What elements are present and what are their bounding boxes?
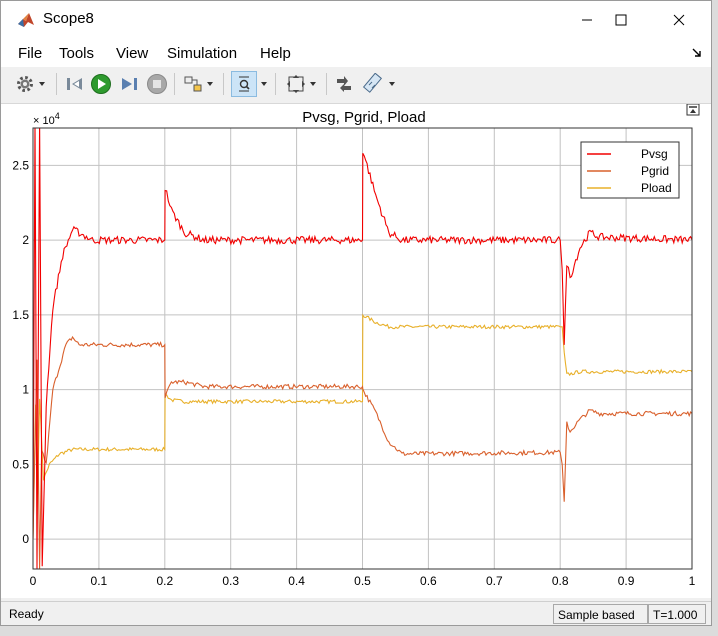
scope-chart[interactable]: Pvsg, Pgrid, Pload × 104 0 0.1 0.2 0.3 0.4 0.… — [1, 103, 712, 598]
x-tick-label: 0.6 — [420, 574, 437, 588]
close-button[interactable] — [656, 1, 702, 39]
legend-label: Pvsg — [641, 147, 668, 161]
series-line-pvsg — [33, 128, 692, 569]
menu-view[interactable]: View — [116, 45, 149, 62]
minimize-icon — [582, 19, 592, 21]
series-lines — [33, 128, 692, 569]
toolbar-separator — [56, 73, 57, 95]
status-time: T=1.000 — [648, 604, 706, 624]
dock-arrow-icon[interactable] — [691, 47, 703, 59]
menu-bar: File Tools View Simulation Help — [1, 39, 711, 67]
menu-file[interactable]: File — [18, 45, 43, 62]
dropdown-arrow-icon — [260, 82, 267, 86]
zoom-button-highlight — [230, 71, 257, 97]
legend-label: Pload — [641, 181, 672, 195]
maximize-icon — [615, 14, 627, 26]
dropdown-arrow-icon — [388, 82, 395, 86]
plot-area: Pvsg, Pgrid, Pload × 104 0 0.1 0.2 0.3 0.4 0.… — [1, 103, 712, 598]
matlab-logo-icon — [16, 10, 36, 30]
step-forward-button[interactable] — [117, 72, 141, 96]
scope-window: Scope8 File Tools View Simulation Help — [0, 0, 712, 626]
undock-axes-icon-arrow — [690, 109, 696, 113]
run-icon — [91, 74, 111, 94]
configuration-button[interactable] — [11, 72, 49, 96]
x-tick-label: 0.7 — [486, 574, 503, 588]
zoom-button[interactable] — [229, 71, 269, 97]
x-tick-label: 0 — [30, 574, 37, 588]
toolbar-separator — [326, 73, 327, 95]
signal-statistics-button[interactable] — [359, 72, 399, 96]
cursor-measurements-button[interactable] — [332, 72, 356, 96]
minimize-button[interactable] — [564, 1, 610, 39]
step-back-icon — [67, 78, 82, 90]
menu-tools[interactable]: Tools — [59, 45, 95, 62]
x-tick-label: 0.1 — [91, 574, 108, 588]
y-tick-label: 1 — [22, 383, 29, 397]
step-forward-icon — [122, 78, 137, 90]
toolbar-separator — [275, 73, 276, 95]
axes-box — [32, 127, 693, 570]
toolbar-separator — [174, 73, 175, 95]
signal-statistics-icon — [362, 73, 382, 93]
run-button[interactable] — [89, 72, 113, 96]
x-tick-label: 0.8 — [552, 574, 569, 588]
legend[interactable]: Pvsg Pgrid Pload — [580, 141, 680, 199]
x-tick-label: 0.5 — [354, 574, 371, 588]
gear-icon — [16, 76, 33, 92]
dropdown-arrow-icon — [206, 82, 213, 86]
status-bar: Ready Sample based T=1.000 — [1, 601, 711, 625]
x-tick-label: 0.9 — [618, 574, 635, 588]
y-tick-label: 1.5 — [12, 308, 29, 322]
cursor-measurements-icon — [337, 76, 351, 92]
fit-to-view-icon — [286, 75, 305, 93]
y-tick-label: 0 — [22, 532, 29, 546]
status-ready: Ready — [9, 607, 44, 621]
menu-simulation[interactable]: Simulation — [167, 45, 238, 62]
title-bar: Scope8 — [1, 1, 711, 39]
series-line-pload — [33, 313, 692, 540]
legend-label: Pgrid — [641, 164, 669, 178]
plot-title: Pvsg, Pgrid, Pload — [302, 109, 425, 126]
x-tick-label: 1 — [689, 574, 696, 588]
tick-labels: 0 0.1 0.2 0.3 0.4 0.5 0.6 0.7 0.8 0.9 1 0 0.5 1 1.5 2 2.… — [12, 158, 695, 588]
zoom-icon — [238, 76, 250, 92]
dropdown-arrow-icon — [309, 82, 316, 86]
dropdown-arrow-icon — [38, 82, 45, 86]
y-tick-label: 2 — [22, 233, 29, 247]
step-back-button[interactable] — [63, 72, 87, 96]
fit-to-view-button[interactable] — [282, 72, 320, 96]
x-tick-label: 0.2 — [156, 574, 173, 588]
series-line-pgrid — [33, 335, 692, 569]
highlight-block-icon — [184, 76, 201, 92]
status-sample-mode: Sample based — [553, 604, 648, 624]
highlight-block-button[interactable] — [179, 72, 217, 96]
x-tick-label: 0.3 — [222, 574, 239, 588]
maximize-button[interactable] — [598, 1, 644, 39]
close-icon — [673, 14, 685, 26]
menu-help[interactable]: Help — [260, 45, 291, 62]
window-title: Scope8 — [43, 10, 94, 27]
stop-icon — [147, 74, 167, 94]
y-tick-label: 0.5 — [12, 457, 29, 471]
y-tick-label: 2.5 — [12, 158, 29, 172]
x-tick-label: 0.4 — [288, 574, 305, 588]
stop-button[interactable] — [145, 72, 169, 96]
y-exponent-label: × 104 — [33, 111, 60, 127]
toolbar — [1, 67, 711, 104]
toolbar-separator — [223, 73, 224, 95]
